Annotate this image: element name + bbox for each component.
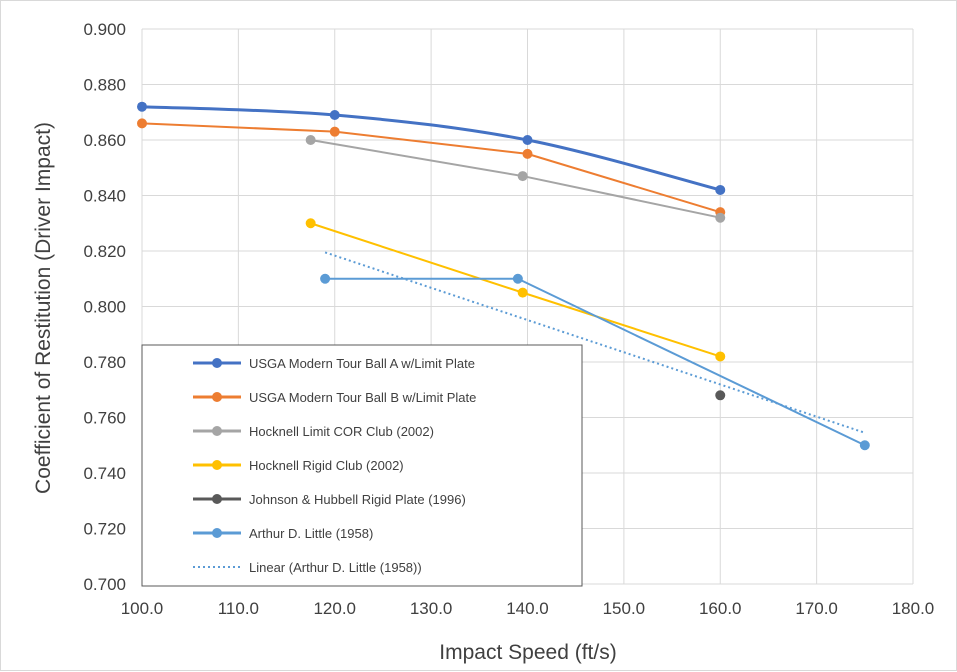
y-tick-label: 0.820 xyxy=(83,242,126,261)
series-1 xyxy=(137,101,726,195)
data-point-marker xyxy=(859,440,870,451)
data-point-marker xyxy=(329,110,340,121)
legend-item: Hocknell Limit COR Club (2002) xyxy=(193,424,434,439)
legend-label: USGA Modern Tour Ball A w/Limit Plate xyxy=(249,356,475,371)
x-tick-label: 130.0 xyxy=(410,599,453,618)
series-4 xyxy=(305,218,726,362)
legend-marker xyxy=(212,392,222,402)
series-line xyxy=(309,222,722,358)
x-tick-label: 180.0 xyxy=(892,599,935,618)
y-tick-labels: 0.700 0.720 0.740 0.760 0.780 0.800 0.820 0.840… xyxy=(83,20,126,594)
data-point-marker xyxy=(522,148,533,159)
data-point-marker xyxy=(715,184,726,195)
data-point-marker xyxy=(715,212,726,223)
x-tick-label: 100.0 xyxy=(121,599,164,618)
data-point-marker xyxy=(512,273,523,284)
x-tick-label: 140.0 xyxy=(506,599,549,618)
data-point-marker xyxy=(320,273,331,284)
y-tick-label: 0.800 xyxy=(83,298,126,317)
y-tick-label: 0.740 xyxy=(83,464,126,483)
data-series xyxy=(137,101,870,451)
data-point-marker xyxy=(305,135,316,145)
series-3 xyxy=(305,135,726,223)
legend: USGA Modern Tour Ball A w/Limit Plate USG… xyxy=(141,344,583,587)
data-point-marker xyxy=(517,287,528,298)
x-tick-label: 120.0 xyxy=(313,599,356,618)
series-5 xyxy=(715,390,726,401)
y-tick-label: 0.760 xyxy=(83,409,126,428)
data-point-marker xyxy=(715,351,726,362)
x-axis-title: Impact Speed (ft/s) xyxy=(439,641,616,664)
data-point-marker xyxy=(522,135,533,145)
legend-label: Johnson & Hubbell Rigid Plate (1996) xyxy=(249,492,466,507)
legend-item: USGA Modern Tour Ball B w/Limit Plate xyxy=(193,390,476,405)
legend-item: Hocknell Rigid Club (2002) xyxy=(193,458,404,473)
y-tick-label: 0.720 xyxy=(83,520,126,539)
legend-marker xyxy=(212,528,222,538)
y-tick-label: 0.880 xyxy=(83,76,126,95)
x-tick-label: 110.0 xyxy=(218,599,259,618)
y-tick-label: 0.900 xyxy=(83,20,126,39)
data-point-marker xyxy=(137,118,147,129)
x-tick-label: 160.0 xyxy=(699,599,742,618)
legend-item: USGA Modern Tour Ball A w/Limit Plate xyxy=(193,356,475,371)
legend-label: Arthur D. Little (1958) xyxy=(249,526,373,541)
series-6 xyxy=(320,273,870,451)
y-tick-label: 0.700 xyxy=(83,575,126,594)
x-tick-label: 170.0 xyxy=(795,599,838,618)
legend-marker xyxy=(212,460,222,470)
series-2 xyxy=(137,118,726,218)
data-point-marker xyxy=(715,390,726,401)
x-tick-label: 150.0 xyxy=(603,599,646,618)
data-point-marker xyxy=(305,218,316,229)
series-line xyxy=(140,105,722,192)
x-tick-labels: 100.0 110.0 120.0 130.0 140.0 150.0 160.0 170.0… xyxy=(121,599,935,618)
data-point-marker xyxy=(137,101,147,112)
legend-marker xyxy=(212,494,222,504)
legend-label: Linear (Arthur D. Little (1958)) xyxy=(249,560,422,575)
y-tick-label: 0.860 xyxy=(83,131,126,150)
legend-label: Hocknell Rigid Club (2002) xyxy=(249,458,404,473)
legend-item: Linear (Arthur D. Little (1958)) xyxy=(193,560,422,575)
legend-label: USGA Modern Tour Ball B w/Limit Plate xyxy=(249,390,476,405)
data-point-marker xyxy=(517,171,528,182)
y-axis-title: Coefficient of Restitution (Driver Impac… xyxy=(32,122,55,494)
series-line xyxy=(141,122,722,214)
data-point-marker xyxy=(329,126,340,137)
y-tick-label: 0.840 xyxy=(83,187,126,206)
legend-item: Arthur D. Little (1958) xyxy=(193,526,373,541)
legend-marker xyxy=(212,358,222,368)
legend-item: Johnson & Hubbell Rigid Plate (1996) xyxy=(193,492,466,507)
legend-label: Hocknell Limit COR Club (2002) xyxy=(249,424,434,439)
legend-marker xyxy=(212,426,222,436)
y-tick-label: 0.780 xyxy=(83,353,126,372)
